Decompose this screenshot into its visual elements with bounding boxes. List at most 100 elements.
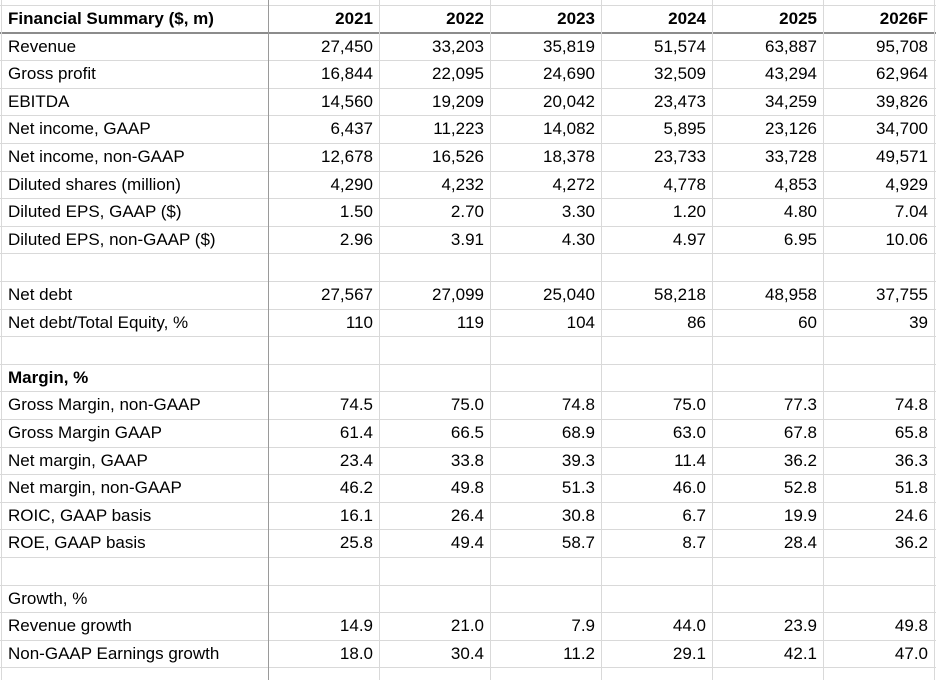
- row-label: EBITDA: [8, 91, 70, 111]
- cell-value: 4,778: [663, 174, 706, 194]
- cell-value: 6.95: [783, 229, 817, 249]
- cell-value: 27,099: [432, 285, 484, 304]
- cell-value: 36.2: [783, 450, 817, 470]
- row-line: [0, 225, 936, 227]
- cell-value: 4,290: [330, 174, 373, 194]
- row-line: [0, 170, 936, 172]
- cell-value: 74.8: [561, 395, 595, 415]
- cell-value: 7.9: [571, 616, 595, 636]
- row-line: [0, 198, 936, 200]
- cell-value: 32,509: [654, 64, 706, 84]
- row-label: ROE, GAAP basis: [8, 533, 146, 553]
- cell-value: 33,728: [765, 147, 817, 166]
- cell-value: 29.1: [672, 643, 706, 663]
- cell-value: 75.0: [450, 395, 484, 415]
- row-label: Revenue growth: [8, 616, 132, 636]
- cell-value: 46.0: [672, 478, 706, 498]
- cell-value: 39.3: [561, 450, 595, 470]
- row-line: [0, 391, 936, 393]
- cell-value: 51,574: [654, 36, 706, 56]
- cell-value: 4.97: [672, 229, 706, 249]
- cell-value: 23,473: [654, 91, 706, 111]
- cell-value: 39: [909, 312, 928, 332]
- section-title: Growth, %: [8, 588, 88, 608]
- cell-value: 26.4: [450, 505, 484, 525]
- cell-value: 60: [798, 312, 817, 332]
- row-label: Gross Margin GAAP: [8, 423, 162, 442]
- row-line: [0, 308, 936, 310]
- cell-value: 47.0: [894, 643, 928, 663]
- cell-value: 104: [566, 312, 595, 332]
- row-label: Gross profit: [8, 64, 96, 84]
- column-line: [268, 0, 269, 680]
- header-label: Financial Summary ($, m): [8, 9, 214, 28]
- cell-value: 58,218: [654, 285, 706, 304]
- cell-value: 19.9: [783, 505, 817, 525]
- row-label: Gross Margin, non-GAAP: [8, 395, 201, 415]
- cell-value: 63,887: [765, 36, 817, 56]
- cell-value: 61.4: [339, 423, 373, 442]
- cell-value: 18.0: [339, 643, 373, 663]
- cell-value: 65.8: [894, 423, 928, 442]
- header-year: 2026F: [879, 9, 928, 28]
- cell-value: 74.8: [894, 395, 928, 415]
- row-line: [0, 60, 936, 62]
- cell-value: 52.8: [783, 478, 817, 498]
- column-line: [712, 0, 713, 680]
- cell-value: 75.0: [672, 395, 706, 415]
- cell-value: 7.04: [894, 202, 928, 222]
- row-line: [0, 474, 936, 476]
- cell-value: 6,437: [330, 119, 373, 139]
- cell-value: 12,678: [321, 147, 373, 166]
- cell-value: 110: [345, 312, 373, 332]
- cell-value: 3.91: [450, 229, 484, 249]
- cell-value: 30.8: [561, 505, 595, 525]
- row-label: Net margin, non-GAAP: [8, 478, 182, 498]
- cell-value: 58.7: [561, 533, 595, 553]
- row-line: [0, 446, 936, 448]
- cell-value: 11.2: [563, 643, 595, 663]
- cell-value: 3.30: [561, 202, 595, 222]
- column-line: [490, 0, 491, 680]
- cell-value: 4,232: [441, 174, 484, 194]
- header-year: 2025: [779, 9, 817, 28]
- column-line: [379, 0, 380, 680]
- cell-value: 11.4: [674, 450, 706, 470]
- row-line: [0, 639, 936, 641]
- cell-value: 36.2: [894, 533, 928, 553]
- cell-value: 23.9: [783, 616, 817, 636]
- cell-value: 4,272: [552, 174, 595, 194]
- column-line: [601, 0, 602, 680]
- cell-value: 30.4: [450, 643, 484, 663]
- cell-value: 33.8: [450, 450, 484, 470]
- cell-value: 4.80: [783, 202, 817, 222]
- cell-value: 14.9: [339, 616, 373, 636]
- cell-value: 14,082: [543, 119, 595, 139]
- cell-value: 5,895: [663, 119, 706, 139]
- cell-value: 20,042: [543, 91, 595, 111]
- cell-value: 49,571: [876, 147, 928, 166]
- row-line: [0, 87, 936, 89]
- cell-value: 63.0: [672, 423, 706, 442]
- cell-value: 34,259: [765, 91, 817, 111]
- row-label: Net income, GAAP: [8, 119, 151, 139]
- cell-value: 2.96: [339, 229, 373, 249]
- cell-value: 24,690: [543, 64, 595, 84]
- cell-value: 23.4: [339, 450, 373, 470]
- cell-value: 16,844: [321, 64, 373, 84]
- row-label: Diluted EPS, non-GAAP ($): [8, 229, 216, 249]
- cell-value: 66.5: [450, 423, 484, 442]
- cell-value: 39,826: [876, 91, 928, 111]
- cell-value: 4,853: [774, 174, 817, 194]
- row-label: Net income, non-GAAP: [8, 147, 185, 166]
- cell-value: 8.7: [682, 533, 706, 553]
- cell-value: 34,700: [876, 119, 928, 139]
- row-line: [0, 557, 936, 558]
- row-line: [0, 281, 936, 282]
- cell-value: 35,819: [543, 36, 595, 56]
- cell-value: 1.20: [672, 202, 706, 222]
- cell-value: 4.30: [561, 229, 595, 249]
- row-line: [0, 363, 936, 365]
- row-line: [0, 667, 936, 669]
